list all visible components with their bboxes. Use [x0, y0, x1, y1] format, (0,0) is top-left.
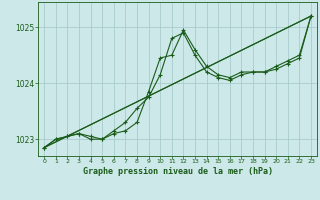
X-axis label: Graphe pression niveau de la mer (hPa): Graphe pression niveau de la mer (hPa)	[83, 167, 273, 176]
